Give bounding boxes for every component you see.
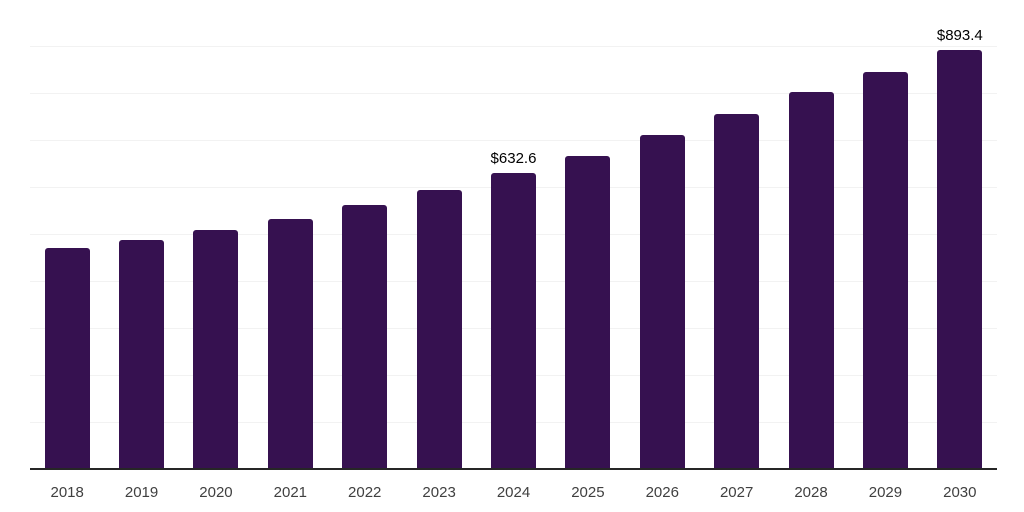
bar-2020 — [193, 230, 239, 470]
x-tick-label-2027: 2027 — [719, 484, 754, 501]
x-tick-label-2018: 2018 — [50, 484, 84, 501]
x-tick-label-2026: 2026 — [645, 484, 679, 501]
bar-2022 — [342, 204, 388, 470]
bar-value-label-2030: $893.4 — [936, 27, 983, 45]
bar-2029 — [862, 71, 908, 470]
x-tick-label-2029: 2029 — [868, 484, 903, 501]
x-tick-label-2020: 2020 — [199, 484, 233, 501]
bar-2028 — [788, 91, 834, 470]
plot-area: $632.6 $893.4 — [30, 0, 997, 470]
x-tick-label-2021: 2021 — [273, 484, 308, 501]
bar-2026 — [639, 135, 685, 470]
gridline — [30, 46, 997, 47]
bar-2030 — [937, 50, 983, 470]
x-tick-label-2023: 2023 — [422, 484, 456, 501]
gridline — [30, 93, 997, 94]
bar-2025 — [565, 156, 611, 470]
x-tick-label-2030: 2030 — [943, 484, 977, 501]
x-tick-label-2022: 2022 — [348, 484, 382, 501]
bar-2021 — [267, 219, 313, 470]
x-tick-label-2028: 2028 — [794, 484, 828, 501]
x-tick-label-2025: 2025 — [571, 484, 605, 501]
bar-2024 — [491, 172, 536, 470]
x-tick-label-2019: 2019 — [124, 484, 159, 501]
gridline — [30, 140, 997, 141]
bar-2023 — [416, 189, 462, 470]
bar-2019 — [119, 239, 165, 470]
bar-2027 — [714, 114, 760, 470]
bar-2018 — [44, 248, 90, 470]
x-axis-line — [30, 468, 997, 470]
bar-value-label-2024: $632.6 — [490, 149, 537, 167]
x-tick-label-2024: 2024 — [496, 484, 531, 501]
